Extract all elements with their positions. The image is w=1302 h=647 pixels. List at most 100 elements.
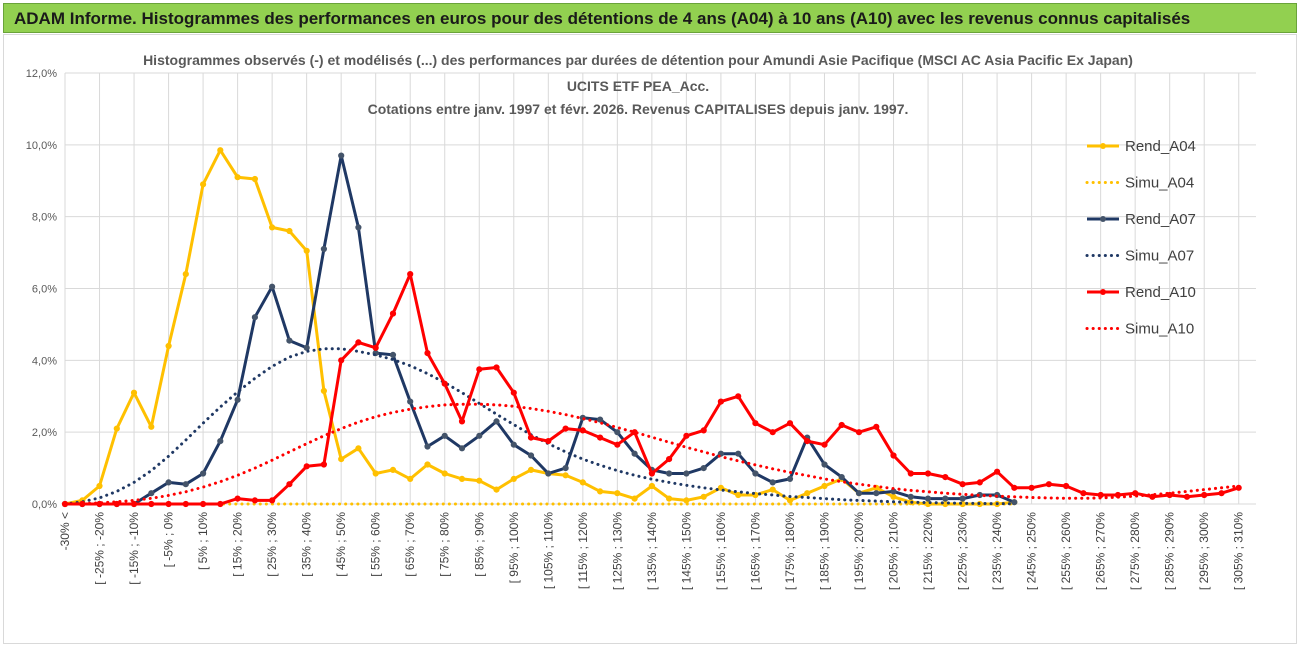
data-point-rend-a04 [96, 482, 103, 490]
data-point-rend-a10 [821, 441, 828, 448]
x-tick-label: [ 285% ; 290% [1163, 512, 1177, 590]
data-point-rend-a07 [148, 490, 155, 497]
y-tick-label: 10,0% [26, 140, 57, 152]
data-point-rend-a10 [959, 481, 966, 488]
data-point-rend-a07 [924, 495, 932, 502]
data-point-rend-a04 [286, 227, 293, 235]
data-point-rend-a10 [597, 434, 604, 441]
data-point-rend-a04 [320, 387, 327, 394]
data-point-rend-a07 [389, 351, 397, 358]
data-point-rend-a07 [441, 432, 448, 439]
data-point-rend-a04 [389, 466, 397, 473]
data-point-rend-a10 [1235, 484, 1242, 491]
x-tick-label: [ 15% ; 20% [231, 512, 245, 577]
chart-title-line: Histogrammes observés (-) et modélisés (… [143, 52, 1133, 68]
y-tick-label: 8,0% [32, 212, 57, 224]
legend-marker-rend-a04 [1100, 143, 1106, 149]
data-point-rend-a10 [320, 461, 327, 468]
data-point-rend-a04 [441, 470, 448, 477]
data-point-rend-a04 [182, 271, 189, 278]
data-point-rend-a07 [907, 493, 914, 500]
data-point-rend-a10 [786, 420, 794, 427]
x-tick-label: [ 165% ; 170% [748, 512, 762, 590]
x-tick-label: [ 5% ; 10% [196, 512, 210, 570]
legend-label-simu-a07: Simu_A07 [1125, 248, 1194, 265]
data-point-rend-a07 [269, 283, 276, 290]
data-point-rend-a04 [597, 488, 604, 495]
data-point-rend-a10 [269, 497, 276, 504]
data-point-rend-a07 [769, 479, 776, 486]
x-tick-label: [ 85% ; 90% [472, 512, 486, 577]
chart-container [3, 34, 1297, 644]
x-tick-label: [ 295% ; 300% [1197, 512, 1211, 590]
data-point-rend-a10 [890, 452, 897, 459]
x-tick-label: [ 35% ; 40% [300, 512, 314, 577]
x-tick-label: [ -15% ; -10% [127, 512, 141, 585]
data-point-rend-a10 [1028, 484, 1035, 491]
data-point-rend-a04 [614, 490, 621, 497]
x-tick-label: [ 235% ; 240% [990, 512, 1004, 590]
data-point-rend-a07 [286, 337, 293, 344]
x-tick-label: [ 55% ; 60% [369, 512, 383, 577]
data-point-rend-a10 [355, 339, 362, 346]
data-point-rend-a07 [786, 475, 794, 482]
data-point-rend-a04 [217, 147, 224, 154]
data-point-rend-a04 [510, 475, 517, 482]
x-tick-label: -30% < [58, 512, 72, 550]
x-tick-label: [ 305% ; 310% [1232, 512, 1246, 590]
data-point-rend-a10 [113, 500, 120, 508]
data-point-rend-a07 [683, 470, 690, 477]
data-point-rend-a10 [510, 389, 517, 396]
chart-title-line: UCITS ETF PEA_Acc. [567, 78, 709, 94]
data-point-rend-a07 [510, 441, 517, 448]
y-tick-label: 0,0% [32, 499, 57, 511]
data-point-rend-a07 [942, 495, 949, 502]
data-point-rend-a07 [355, 224, 362, 231]
data-point-rend-a07 [234, 396, 241, 403]
x-tick-label: [ 75% ; 80% [438, 512, 452, 577]
x-tick-label: [ 185% ; 190% [817, 512, 831, 590]
data-point-rend-a10 [1045, 481, 1053, 488]
data-point-rend-a10 [130, 500, 138, 508]
data-point-rend-a10 [1201, 491, 1208, 499]
data-point-rend-a04 [890, 493, 897, 500]
data-point-rend-a07 [821, 461, 828, 468]
data-point-rend-a04 [165, 342, 172, 350]
x-tick-label: [ 225% ; 230% [956, 512, 970, 590]
data-point-rend-a04 [130, 389, 138, 396]
data-point-rend-a10 [458, 418, 466, 425]
x-tick-label: [ 135% ; 140% [645, 512, 659, 590]
data-point-rend-a10 [994, 468, 1001, 475]
data-point-rend-a10 [165, 500, 172, 508]
data-point-rend-a10 [1011, 484, 1018, 491]
data-point-rend-a10 [200, 500, 207, 508]
data-point-rend-a10 [804, 438, 811, 445]
series-line-simu-a10 [63, 402, 1241, 506]
data-point-rend-a07 [562, 465, 569, 472]
data-point-rend-a07 [855, 490, 863, 497]
data-point-rend-a04 [424, 461, 431, 468]
data-point-rend-a07 [735, 450, 742, 457]
data-point-rend-a10 [1218, 490, 1225, 497]
data-point-rend-a07 [320, 245, 327, 253]
data-point-rend-a10 [855, 429, 863, 436]
data-point-rend-a04 [769, 486, 776, 493]
data-point-rend-a10 [666, 456, 673, 463]
data-point-rend-a07 [838, 474, 845, 481]
data-point-rend-a07 [666, 470, 673, 477]
x-tick-label: [ 45% ; 50% [334, 512, 348, 577]
data-point-rend-a10 [700, 427, 707, 434]
data-point-rend-a10 [476, 366, 483, 373]
data-point-rend-a04 [648, 482, 656, 490]
data-point-rend-a10 [372, 344, 379, 351]
data-point-rend-a07 [700, 465, 707, 472]
data-point-rend-a04 [786, 497, 794, 504]
data-point-rend-a04 [372, 470, 379, 477]
data-point-rend-a10 [389, 310, 397, 317]
x-tick-label: [ 265% ; 270% [1094, 512, 1108, 590]
legend-marker-rend-a10 [1100, 289, 1106, 295]
data-point-rend-a10 [942, 474, 949, 481]
data-point-rend-a07 [407, 398, 414, 405]
